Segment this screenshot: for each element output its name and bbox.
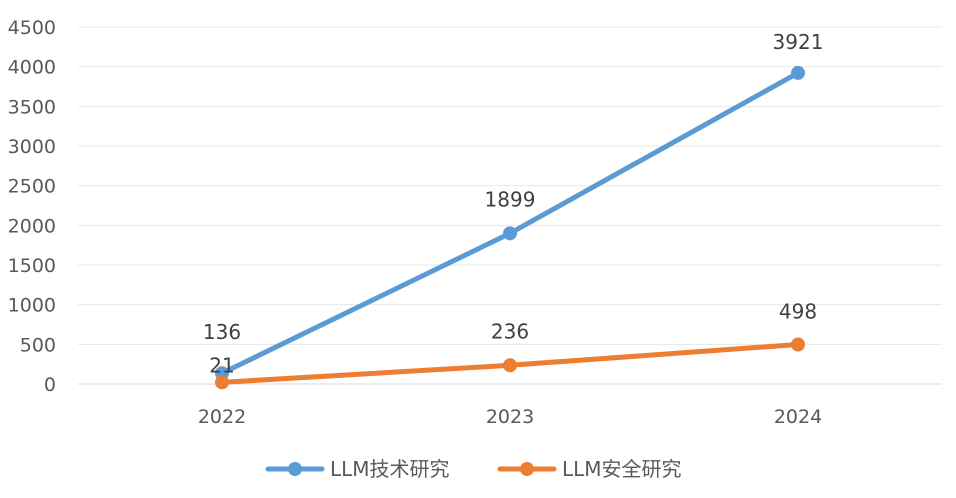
y-tick-label: 1000 [8, 295, 56, 317]
data-label: 21 [209, 353, 234, 377]
legend: LLM技术研究 LLM安全研究 [265, 457, 682, 481]
data-label: 236 [491, 319, 529, 343]
legend-label: LLM安全研究 [562, 457, 682, 481]
x-axis: 2022 2023 2024 [198, 406, 822, 428]
y-tick-label: 1500 [8, 255, 56, 277]
data-label: 1899 [485, 187, 536, 211]
y-tick-label: 2000 [8, 215, 56, 237]
data-point [215, 375, 229, 390]
x-tick-label: 2023 [486, 406, 534, 428]
y-tick-label: 2500 [8, 176, 56, 198]
series-layer [215, 65, 805, 390]
data-labels: 136 1899 3921 21 236 498 [203, 30, 824, 377]
y-tick-label: 0 [44, 374, 56, 396]
x-tick-label: 2022 [198, 406, 246, 428]
legend-label: LLM技术研究 [330, 457, 450, 481]
y-tick-label: 4000 [8, 57, 56, 79]
data-label: 136 [203, 320, 241, 344]
y-tick-label: 3000 [8, 136, 56, 158]
data-point [791, 337, 805, 352]
legend-swatch-marker [288, 462, 302, 476]
data-label: 498 [779, 299, 817, 323]
data-point [503, 358, 517, 373]
data-point [503, 226, 517, 241]
y-tick-label: 4500 [8, 17, 56, 39]
y-tick-label: 500 [20, 334, 56, 356]
y-axis: 0 500 1000 1500 2000 2500 3000 3500 4000 4500 [8, 17, 56, 396]
data-label: 3921 [773, 30, 824, 54]
gridlines [78, 26, 942, 385]
x-tick-label: 2024 [774, 406, 822, 428]
y-tick-label: 3500 [8, 96, 56, 118]
legend-swatch-marker [520, 462, 534, 476]
data-point [791, 65, 805, 80]
